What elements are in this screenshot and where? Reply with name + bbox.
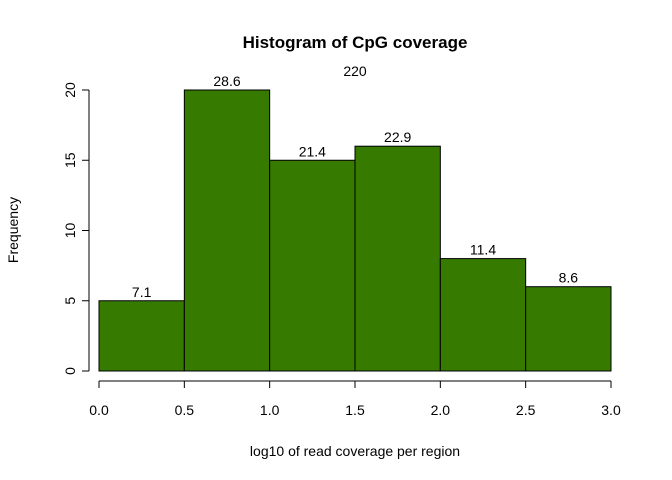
y-tick-label: 10 bbox=[62, 223, 78, 239]
y-tick-label: 20 bbox=[62, 82, 78, 98]
bar-value-label-5: 8.6 bbox=[559, 270, 579, 286]
y-tick-label: 0 bbox=[62, 367, 78, 375]
bar-value-label-4: 11.4 bbox=[470, 242, 496, 258]
histogram-bar-5 bbox=[525, 286, 612, 372]
histogram-bar-0 bbox=[98, 300, 185, 372]
x-axis: 0.0 0.5 1.0 1.5 2.0 2.5 3.0 bbox=[89, 380, 621, 418]
x-tick-label: 1.0 bbox=[260, 402, 280, 418]
chart-title: Histogram of CpG coverage bbox=[243, 33, 468, 52]
histogram-bar-2 bbox=[269, 159, 356, 372]
x-axis-label: log10 of read coverage per region bbox=[250, 443, 460, 459]
y-axis: 0 5 10 15 20 bbox=[62, 82, 90, 375]
bar-value-label-2: 21.4 bbox=[299, 143, 326, 159]
x-tick-label: 2.0 bbox=[431, 402, 451, 418]
x-tick-label: 0.0 bbox=[89, 402, 109, 418]
bar-value-label-1: 28.6 bbox=[213, 73, 240, 89]
x-tick-label: 3.0 bbox=[601, 402, 621, 418]
y-axis-label: Frequency bbox=[5, 197, 21, 263]
bar-value-label-3: 22.9 bbox=[384, 129, 411, 145]
bars-group bbox=[98, 89, 612, 372]
histogram-bar-1 bbox=[183, 89, 271, 372]
x-tick-label: 2.5 bbox=[516, 402, 536, 418]
histogram-bar-4 bbox=[439, 258, 527, 372]
y-tick-label: 5 bbox=[62, 297, 78, 305]
chart-subtitle: 220 bbox=[343, 63, 367, 79]
bar-labels-group: 7.1 28.6 21.4 22.9 11.4 8.6 bbox=[132, 73, 578, 300]
x-tick-label: 1.5 bbox=[345, 402, 365, 418]
x-tick-label: 0.5 bbox=[175, 402, 195, 418]
histogram-bar-3 bbox=[354, 145, 441, 372]
bar-value-label-0: 7.1 bbox=[132, 284, 152, 300]
y-tick-label: 15 bbox=[62, 152, 78, 168]
